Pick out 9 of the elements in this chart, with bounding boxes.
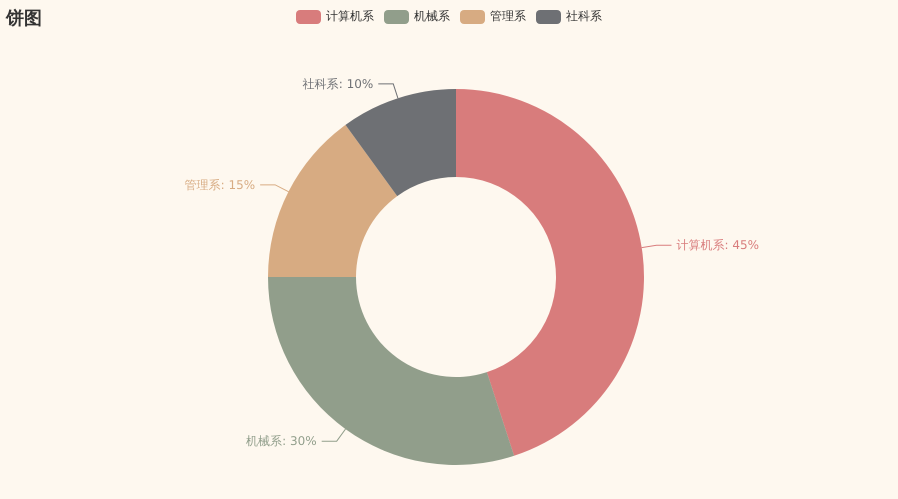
legend-label: 管理系 xyxy=(490,8,526,25)
data-label: 机械系: 30% xyxy=(246,434,317,448)
data-label: 社科系: 10% xyxy=(302,76,374,91)
data-label: 计算机系: 45% xyxy=(676,238,760,252)
data-label: 管理系: 15% xyxy=(184,178,256,192)
text: 饼图 xyxy=(6,7,42,30)
legend-label: 计算机系 xyxy=(326,8,374,25)
legend-label: 社科系 xyxy=(566,8,602,25)
legend-label: 机械系 xyxy=(414,8,450,25)
